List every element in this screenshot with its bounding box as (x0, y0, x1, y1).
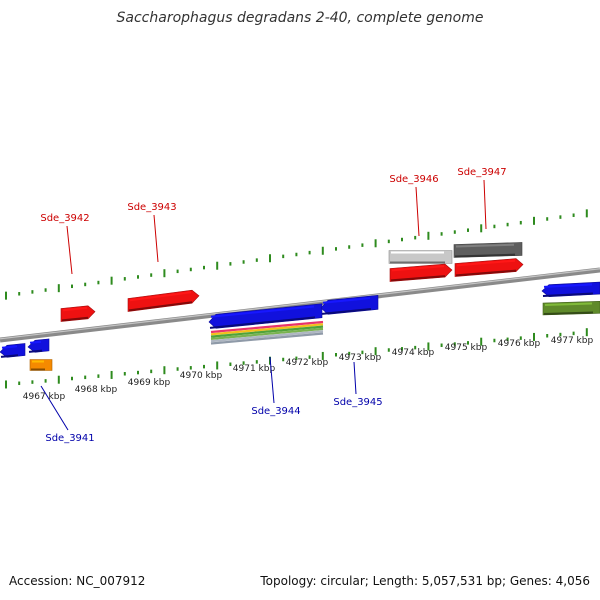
gene-olive (542, 300, 600, 316)
gene-arrow-highlight (29, 340, 42, 344)
gene-blue-right (541, 281, 600, 297)
gene-arrow-highlight (544, 302, 593, 306)
gene-sde-3947 (454, 258, 524, 277)
kbp-tick-label: 4967 kbp (23, 392, 66, 402)
feature-stripe (210, 332, 324, 345)
feature-stripe (210, 327, 324, 340)
kbp-tick-label: 4974 kbp (392, 348, 435, 358)
gene-arrow-shadow (542, 292, 594, 297)
feature-stripe (210, 325, 324, 338)
forward-label-leader (66, 225, 73, 275)
reverse-label-leader (269, 356, 275, 404)
kbp-tick-label: 4973 kbp (339, 353, 382, 363)
gene-blue-left-1 (0, 343, 26, 358)
kbp-tick-label: 4968 kbp (75, 385, 118, 395)
gene-gray-dark (453, 242, 523, 258)
reverse-label-leader (40, 385, 69, 431)
kbp-tick-label: 4969 kbp (128, 378, 171, 388)
forward-label-leader (153, 214, 159, 263)
gene-arrow-highlight (543, 283, 593, 288)
gene-arrow-shadow (61, 316, 89, 322)
gene-sde-3942 (60, 305, 96, 322)
gene-arrow-shadow (209, 316, 316, 329)
gene-gray-light (388, 250, 453, 264)
gene-arrow-shadow (454, 253, 516, 258)
backbone-highlight (0, 268, 600, 340)
gene-orange (29, 359, 53, 371)
gene-arrow-highlight (129, 291, 192, 302)
forward-gene-label: Sde_3943 (127, 202, 176, 213)
gene-arrow-shadow (390, 275, 446, 282)
gene-arrow-shadow (0, 354, 19, 358)
gene-arrow-highlight (455, 243, 515, 248)
gene-arrow-highlight (1, 345, 18, 349)
kbp-tick-label: 4977 kbp (551, 336, 594, 346)
gene-arrow-body (388, 250, 453, 264)
kbp-tick-label: 4975 kbp (445, 343, 488, 353)
kbp-tick-label: 4971 kbp (233, 364, 276, 374)
gene-arrow-shadow (543, 311, 594, 315)
feature-stripe (210, 323, 324, 336)
forward-gene-label: Sde_3946 (389, 174, 438, 185)
gene-arrow-shadow (321, 308, 372, 315)
gene-arrow-highlight (210, 305, 315, 318)
kbp-tick-label: 4972 kbp (286, 358, 329, 368)
feature-stripe (210, 330, 324, 343)
forward-label-leader (415, 186, 420, 237)
gene-sde-3944 (208, 303, 323, 329)
feature-stripe (210, 320, 324, 334)
forward-gene-label: Sde_3947 (457, 167, 506, 178)
gene-arrow-highlight (62, 306, 88, 312)
kbp-tick-label: 4970 kbp (180, 371, 223, 381)
gene-arrow-highlight (456, 259, 516, 267)
gene-arrow-highlight (391, 265, 445, 272)
forward-tick-row (5, 209, 588, 300)
backbone-line (0, 267, 600, 343)
gene-sde-3941 (27, 338, 50, 353)
gene-arrow-body (127, 289, 200, 312)
gene-arrow-shadow (128, 301, 193, 312)
genome-summary-text: Topology: circular; Length: 5,057,531 bp… (260, 574, 590, 588)
kbp-tick-label: 4976 kbp (498, 339, 541, 349)
gene-arrow-highlight (322, 297, 371, 304)
forward-gene-label: Sde_3942 (40, 213, 89, 224)
gene-sde-3946 (389, 263, 453, 282)
gene-sde-3945 (320, 294, 379, 315)
gene-arrow-shadow (28, 349, 43, 353)
forward-label-leader (483, 179, 487, 230)
reverse-tick-row (5, 328, 588, 389)
reverse-gene-label: Sde_3944 (251, 406, 300, 417)
accession-text: Accession: NC_007912 (9, 574, 146, 588)
reverse-gene-label: Sde_3945 (333, 397, 382, 408)
reverse-gene-label: Sde_3941 (45, 433, 94, 444)
gene-sde-3943 (127, 289, 200, 312)
gene-arrow-shadow (455, 269, 517, 277)
reverse-label-leader (353, 361, 357, 395)
genome-title: Saccharophagus degradans 2-40, complete … (116, 10, 484, 26)
